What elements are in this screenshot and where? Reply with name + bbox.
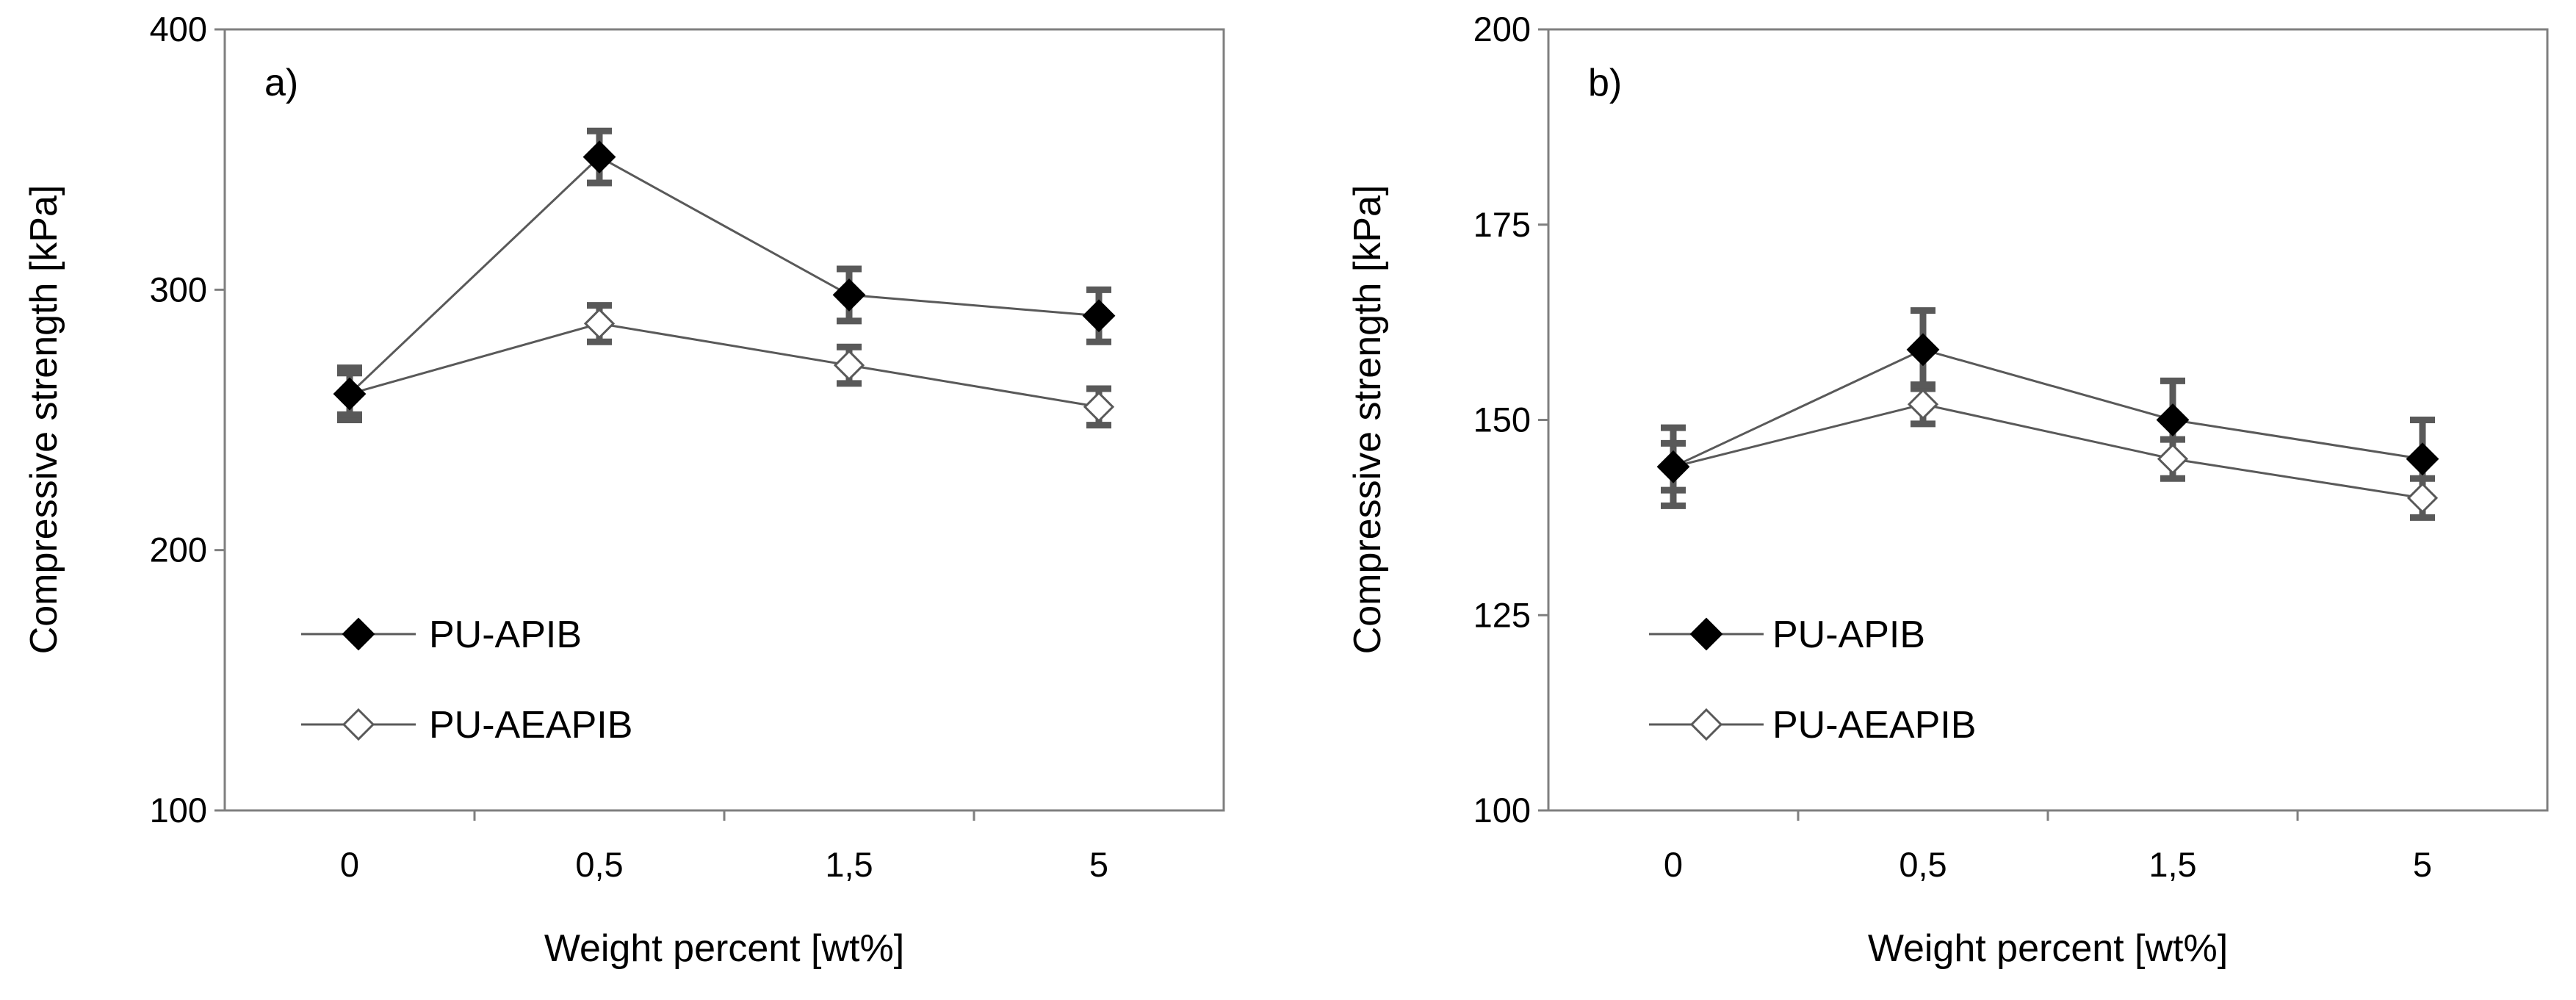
data-point-open-diamond	[2157, 443, 2189, 475]
panel-a-plot-border	[223, 28, 1225, 812]
legend-label: PU-APIB	[1772, 614, 1925, 656]
panel-a-series	[333, 127, 1116, 429]
legend-label: PU-AEAPIB	[429, 704, 632, 747]
panel-a-axes: 100 200 300 400 0 0,5 1,5 5	[150, 10, 1108, 884]
panel-b-axes: 100 125 150 175 200 0 0,5 1,5 5	[1473, 10, 2432, 884]
panel-b: 100 125 150 175 200 0 0,5 1,5 5 b) Weight percen…	[1346, 10, 2549, 970]
panel-b-x-axis-title: Weight percent [wt%]	[1868, 927, 2228, 970]
data-point-open-diamond	[1083, 391, 1115, 422]
panel-a: 100 200 300 400 0 0,5 1,5 5 a) Weight percent […	[23, 10, 1225, 970]
data-point-filled-diamond	[333, 377, 367, 411]
data-point-filled-diamond	[2406, 442, 2439, 476]
data-point-filled-diamond	[582, 140, 616, 174]
legend-open-diamond-marker	[1689, 708, 1723, 741]
x-tick-label: 1,5	[825, 845, 873, 884]
y-tick-label: 100	[1473, 791, 1531, 830]
x-tick-label: 0	[1664, 845, 1683, 884]
data-point-filled-diamond	[832, 278, 866, 312]
x-tick-label: 0	[340, 845, 359, 884]
y-tick-label: 200	[150, 530, 207, 569]
x-tick-label: 0,5	[1899, 845, 1947, 884]
y-tick-label: 300	[150, 270, 207, 309]
panel-b-y-axis-title: Compressive strength [kPa]	[1346, 185, 1389, 655]
legend-label: PU-APIB	[429, 614, 582, 656]
x-tick-label: 5	[2413, 845, 2432, 884]
panel-b-series	[1656, 307, 2439, 521]
panel-a-label: a)	[264, 62, 298, 104]
x-tick-label: 5	[1089, 845, 1108, 884]
panel-a-y-axis-title: Compressive strength [kPa]	[23, 185, 65, 655]
data-point-open-diamond	[1907, 389, 1939, 420]
data-point-filled-diamond	[2156, 403, 2190, 436]
panel-b-legend: PU-APIB PU-AEAPIB	[1649, 614, 1976, 747]
y-tick-label: 400	[150, 10, 207, 48]
data-point-filled-diamond	[1656, 450, 1690, 483]
series-line	[348, 155, 1100, 395]
y-tick-label: 125	[1473, 595, 1531, 634]
y-tick-label: 150	[1473, 400, 1531, 439]
legend-open-diamond-marker	[342, 708, 375, 741]
panel-a-legend: PU-APIB PU-AEAPIB	[301, 614, 632, 747]
x-tick-label: 0,5	[575, 845, 623, 884]
data-point-open-diamond	[583, 308, 616, 339]
data-point-filled-diamond	[1082, 299, 1116, 333]
data-point-open-diamond	[2406, 482, 2439, 514]
y-tick-label: 200	[1473, 10, 1531, 48]
legend-label: PU-AEAPIB	[1772, 704, 1976, 747]
series-line	[1673, 403, 2423, 500]
y-tick-label: 100	[150, 791, 207, 830]
data-point-open-diamond	[833, 349, 865, 381]
panel-b-label: b)	[1588, 62, 1622, 104]
series-line	[349, 322, 1100, 409]
x-tick-label: 1,5	[2149, 845, 2196, 884]
y-tick-label: 175	[1473, 205, 1531, 244]
legend-filled-diamond-marker	[342, 617, 375, 651]
panel-b-plot-border	[1547, 28, 2549, 812]
panel-a-x-axis-title: Weight percent [wt%]	[544, 927, 904, 970]
data-point-filled-diamond	[1906, 333, 1940, 367]
series-line	[1673, 348, 2423, 468]
legend-filled-diamond-marker	[1689, 617, 1723, 651]
